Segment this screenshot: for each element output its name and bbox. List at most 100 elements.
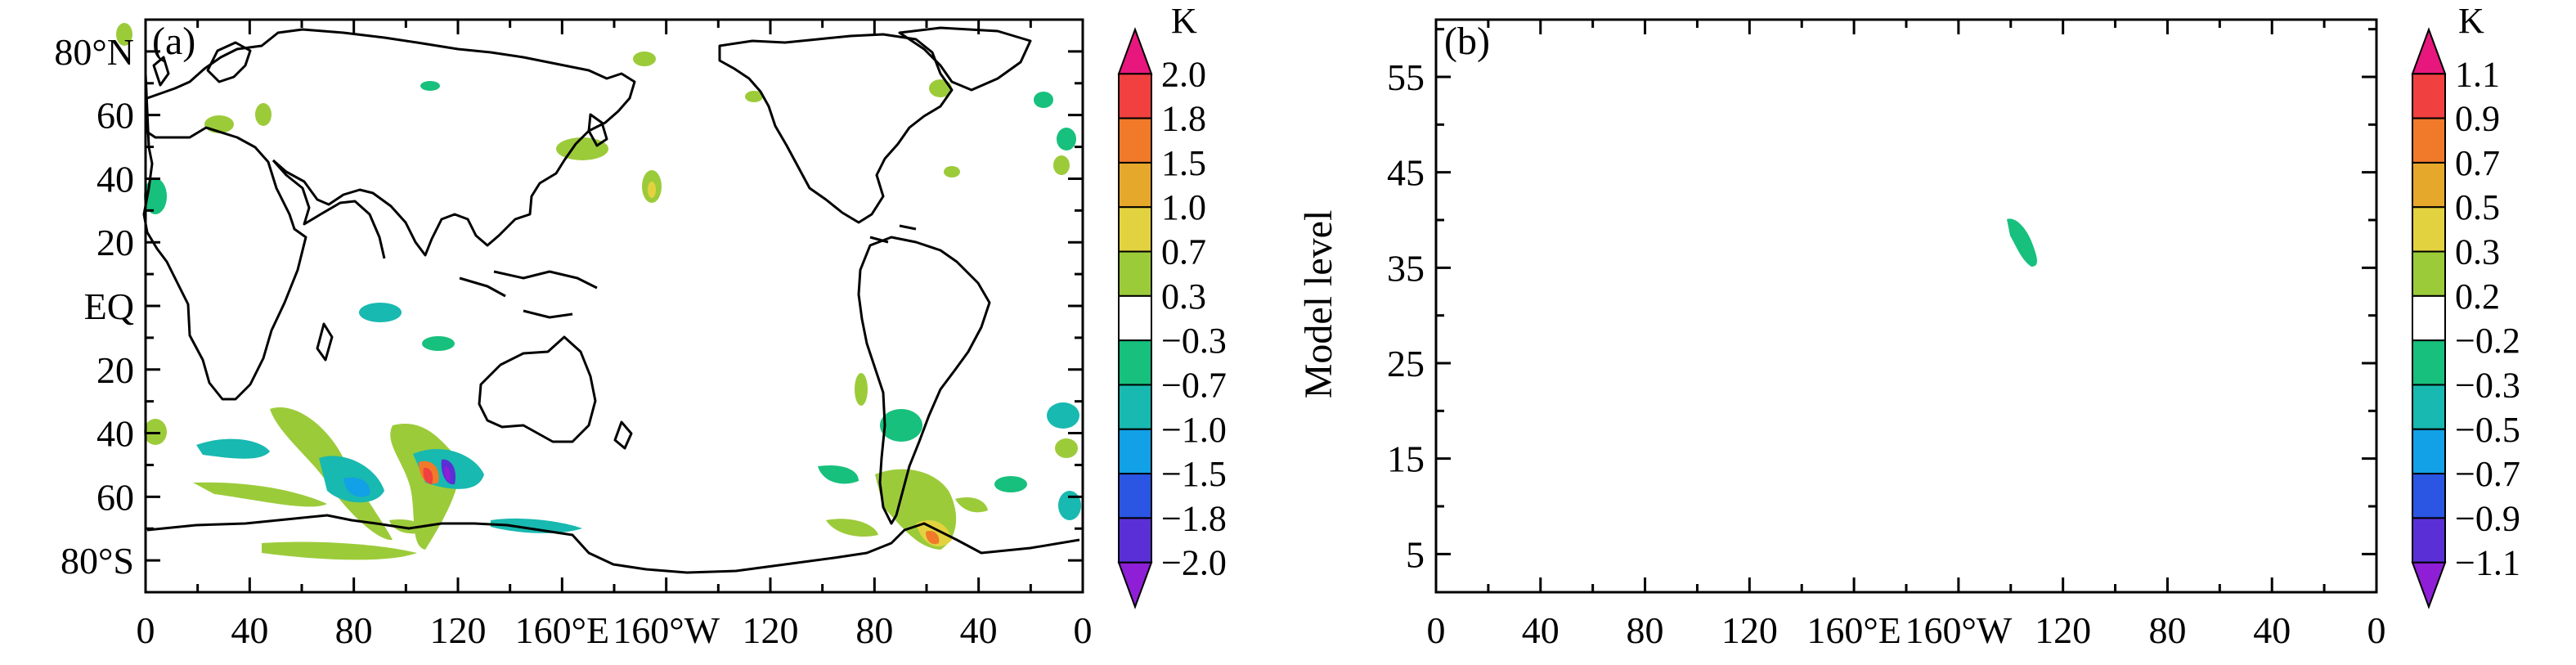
colorbar-level-label: 0.9 (2455, 99, 2500, 139)
panel-a-ticks (144, 20, 1084, 592)
shade-patch (193, 482, 327, 507)
x-tick-label: 0 (1074, 609, 1093, 651)
y-tick-label: 5 (1406, 533, 1425, 575)
x-tick-label: 40 (2253, 609, 2291, 651)
shade-patch (359, 303, 402, 322)
colorbar-box (1118, 206, 1152, 253)
x-tick-label: 120 (2035, 609, 2091, 651)
colorbar-level-label: 1.5 (1161, 143, 1206, 183)
colorbar-level-label: −1.1 (2455, 543, 2520, 583)
shade-patch (196, 438, 270, 459)
panel-b-x-tick-labels: 0 40 80 120 160°E 160°W 120 80 40 0 (1427, 609, 2386, 651)
x-tick-label: 160°W (613, 609, 720, 651)
panel-a-colorbar-boxes (1117, 27, 1153, 609)
x-tick-label: 80 (2148, 609, 2186, 651)
panel-b-frame (1434, 18, 2378, 594)
shade-patch (926, 530, 940, 545)
y-tick-label: 80°N (54, 31, 134, 73)
shade-patch (1055, 438, 1078, 458)
shade-patch (955, 497, 988, 513)
colorbar-box (1118, 428, 1152, 475)
colorbar-box (1118, 161, 1152, 209)
x-tick-label: 120 (430, 609, 487, 651)
x-tick-label: 160°E (515, 609, 610, 651)
shade-patch (144, 419, 167, 445)
panel-b-colorbar-labels: 1.1 0.90.70.5 0.30.2−0.2−0.3 −0.5−0.7−0.9 −1… (2455, 54, 2520, 582)
colorbar-box (1118, 294, 1152, 342)
x-tick-label: 80 (855, 609, 893, 651)
panel-a-y-tick-labels: 80°N 60 40 20 EQ 20 40 60 80°S (54, 31, 134, 582)
colorbar-level-label: −1.8 (1161, 498, 1227, 538)
panel-b-ylabel: Model level (1297, 210, 1340, 399)
colorbar-box (1118, 250, 1152, 297)
colorbar-box (1118, 73, 1152, 119)
colorbar-level-label: 2.0 (1161, 54, 1206, 94)
colorbar-box (1118, 117, 1152, 164)
y-tick-label: 80°S (61, 540, 134, 582)
panel-a-map: 0 40 80 120 160°E 160°W 120 80 40 0 80°N 60 40 20 EQ 2… (54, 18, 1093, 651)
panel-b-colorbar-unit: K (2458, 1, 2484, 41)
shade-patch (994, 476, 1027, 492)
x-tick-label: 160°E (1806, 609, 1901, 651)
y-tick-label: 55 (1387, 56, 1425, 98)
colorbar-triangle-bottom (1117, 561, 1153, 609)
x-tick-label: 160°W (1905, 609, 2012, 651)
shade-patch (1058, 491, 1081, 520)
x-tick-label: 120 (1721, 609, 1778, 651)
y-tick-label: 20 (96, 349, 134, 391)
coastline-uk (152, 56, 170, 87)
x-tick-label: 0 (2367, 609, 2386, 651)
shade-patch (1047, 402, 1079, 429)
colorbar-box (1118, 517, 1152, 564)
x-tick-label: 40 (1522, 609, 1560, 651)
colorbar-box (2412, 428, 2446, 475)
shade-patch (491, 518, 582, 533)
panel-b-y-tick-labels: 55 45 35 25 15 5 (1387, 56, 1425, 575)
colorbar-triangle-top (1117, 27, 1153, 75)
panel-b-shading-patch (2007, 218, 2037, 267)
x-tick-label: 40 (231, 609, 268, 651)
colorbar-level-label: −0.7 (2455, 454, 2520, 494)
colorbar-level-label: 1.8 (1161, 99, 1206, 139)
coastline-antarctica (146, 514, 1080, 574)
panel-a-label: (a) (152, 20, 195, 63)
colorbar-box (1118, 339, 1152, 386)
coastline-caribbean (869, 224, 917, 244)
panel-a-colorbar-unit: K (1171, 1, 1197, 41)
shade-patch (422, 336, 455, 351)
coastline-se-asia-islands (459, 270, 598, 319)
colorbar-box (2412, 294, 2446, 342)
x-tick-label: 40 (960, 609, 998, 651)
colorbar-box (2412, 250, 2446, 297)
coastline-africa (142, 72, 307, 401)
colorbar-box (1118, 384, 1152, 430)
y-tick-label: 20 (96, 222, 134, 263)
panel-b-label: (b) (1444, 20, 1490, 63)
colorbar-level-label: −0.2 (2455, 321, 2520, 361)
colorbar-box (2412, 206, 2446, 253)
coastline-north-america (718, 33, 954, 224)
colorbar-level-label: 0.7 (2455, 143, 2500, 183)
shade-patch (389, 519, 427, 534)
x-tick-label: 80 (1627, 609, 1664, 651)
y-tick-label: 60 (96, 95, 134, 137)
x-tick-label: 0 (1427, 609, 1446, 651)
coastline-europe-asia (146, 28, 636, 257)
colorbar-level-label: 0.3 (2455, 232, 2500, 272)
colorbar-level-label: 1.1 (2455, 54, 2500, 94)
colorbar-level-label: −0.5 (2455, 410, 2520, 450)
colorbar-level-label: −0.3 (1161, 321, 1227, 361)
x-tick-label: 80 (335, 609, 373, 651)
panel-a-x-tick-labels: 0 40 80 120 160°E 160°W 120 80 40 0 (137, 609, 1093, 651)
colorbar-level-label: 0.7 (1161, 232, 1206, 272)
panel-b-ticks (1434, 20, 2378, 592)
shade-patch (745, 91, 763, 102)
coastline-newzealand (613, 420, 633, 450)
y-tick-label: 25 (1387, 343, 1425, 384)
panel-a-coastlines (142, 26, 1080, 574)
shade-patch (343, 477, 370, 497)
panel-b-colorbar-boxes (2411, 27, 2447, 609)
colorbar-level-label: 0.2 (2455, 276, 2500, 317)
shade-patch (420, 81, 440, 91)
colorbar-box (2412, 117, 2446, 164)
